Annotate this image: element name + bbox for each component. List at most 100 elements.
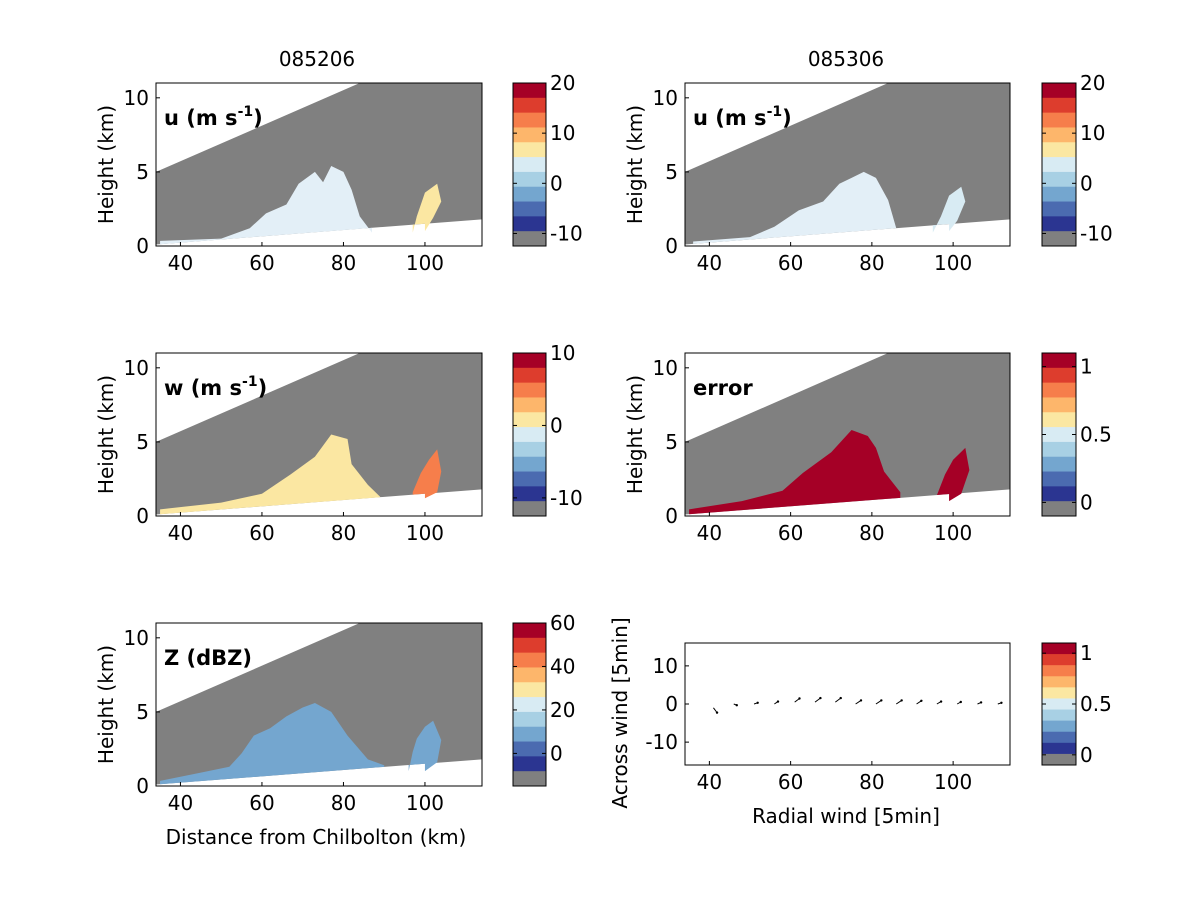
x-tick-label: 80 — [859, 251, 884, 275]
masked-region — [156, 623, 482, 785]
colorbar-band — [1042, 698, 1076, 711]
colorbar-band — [513, 186, 546, 203]
colorbar-tick-label: 10 — [550, 121, 575, 145]
wind-vector-head — [776, 700, 780, 703]
wind-vector-head — [1000, 701, 1003, 704]
colorbar-band — [1042, 676, 1076, 688]
x-tick-label: 80 — [331, 251, 356, 275]
colorbar-frame — [1041, 82, 1077, 247]
colorbar-band — [513, 427, 546, 443]
colorbar-tick-label: 40 — [550, 654, 575, 678]
colorbar-tick-label: 0.5 — [1080, 423, 1112, 447]
colorbar-frame — [512, 622, 547, 787]
colorbar-tick-label: 0 — [1080, 743, 1093, 767]
axes-frame — [155, 82, 483, 247]
colorbar-band — [1042, 216, 1076, 232]
colorbar-band — [1042, 353, 1076, 369]
colorbar-band — [1042, 397, 1076, 413]
wind-vector-head — [880, 699, 883, 702]
x-axis-label-bottom-left: Distance from Chilbolton (km) — [166, 825, 467, 849]
wind-vector-head — [735, 704, 738, 707]
x-tick-label: 100 — [934, 521, 972, 545]
wind-vector-head — [859, 699, 863, 702]
colorbar-band — [1042, 720, 1076, 733]
echo-region — [932, 186, 966, 233]
colorbar-band — [513, 353, 546, 369]
colorbar-band — [1042, 127, 1076, 143]
colorbar-band — [1042, 231, 1076, 247]
colorbar-band — [513, 367, 546, 384]
colorbar-band — [1042, 501, 1076, 517]
y-tick-label: 5 — [665, 160, 678, 184]
x-tick-label: 60 — [249, 791, 274, 815]
x-tick-label: 80 — [331, 791, 356, 815]
y-axis-label: Height (km) — [94, 375, 118, 494]
x-tick-label: 60 — [778, 770, 803, 794]
x-tick-label: 40 — [697, 770, 722, 794]
y-tick-label: 10 — [653, 86, 678, 110]
x-tick-label: 40 — [697, 251, 722, 275]
colorbar-band — [1042, 486, 1076, 502]
wind-vector-head — [756, 701, 759, 704]
y-tick-label: 5 — [136, 160, 149, 184]
x-tick-label: 100 — [934, 251, 972, 275]
colorbar-band — [1042, 753, 1076, 766]
x-tick-label: 60 — [249, 251, 274, 275]
y-axis-label: Height (km) — [94, 105, 118, 224]
colorbar-band — [1042, 171, 1076, 188]
y-axis-label: Height (km) — [623, 105, 647, 224]
colorbar-band — [1042, 186, 1076, 203]
y-tick-label: 5 — [136, 700, 149, 724]
colorbar-band — [1042, 83, 1076, 99]
wind-vector-head — [979, 701, 983, 704]
colorbar-u: 20 10 0 -10 — [1041, 71, 1113, 247]
masked-region — [685, 83, 1010, 245]
x-tick-label: 80 — [859, 521, 884, 545]
colorbar-band — [513, 501, 546, 517]
colorbar-band — [1042, 441, 1076, 458]
colorbar-band — [1042, 471, 1076, 487]
colorbar-band — [513, 711, 546, 728]
colorbar-band — [1042, 367, 1076, 384]
colorbar-tick-label: 0 — [1080, 490, 1093, 514]
colorbar-band — [513, 486, 546, 502]
wind-vector-head — [959, 700, 962, 704]
colorbar-tick-label: 1 — [1080, 641, 1093, 665]
colorbar-w: 10 0 -10 — [512, 341, 583, 517]
wind-vector-head — [798, 697, 801, 700]
wind-vector-head — [839, 696, 842, 700]
colorbar-band — [1042, 427, 1076, 443]
colorbar-tick-label: 20 — [550, 71, 575, 95]
colorbar-tick-label: 60 — [550, 611, 575, 635]
colorbar-band — [513, 697, 546, 713]
colorbar-band — [513, 83, 546, 99]
echo-region — [689, 430, 901, 515]
colorbar-tick-label: 0 — [550, 741, 563, 765]
column-title-right: 085306 — [808, 47, 884, 71]
y-tick-label: 0 — [665, 504, 678, 528]
colorbar-band — [1042, 654, 1076, 666]
echo-region — [412, 449, 442, 499]
colorbar-band — [513, 216, 546, 232]
colorbar-band — [1042, 709, 1076, 722]
field-label: error — [693, 376, 753, 400]
colorbar-band — [1042, 643, 1076, 655]
colorbar-band — [513, 682, 546, 698]
axes-frame — [684, 82, 1011, 247]
echo-region — [160, 165, 372, 245]
colorbar-tick-label: -10 — [550, 486, 583, 510]
y-tick-label: 0 — [665, 234, 678, 258]
colorbar-tick-label: 0.5 — [1080, 692, 1112, 716]
colorbar-band — [513, 142, 546, 158]
colorbar-tick-label: 1 — [1080, 355, 1093, 379]
colorbar-band — [513, 382, 546, 398]
colorbar-band — [1042, 456, 1076, 473]
colorbar-band — [513, 441, 546, 458]
colorbar-band — [513, 637, 546, 654]
axes-frame — [684, 352, 1011, 517]
